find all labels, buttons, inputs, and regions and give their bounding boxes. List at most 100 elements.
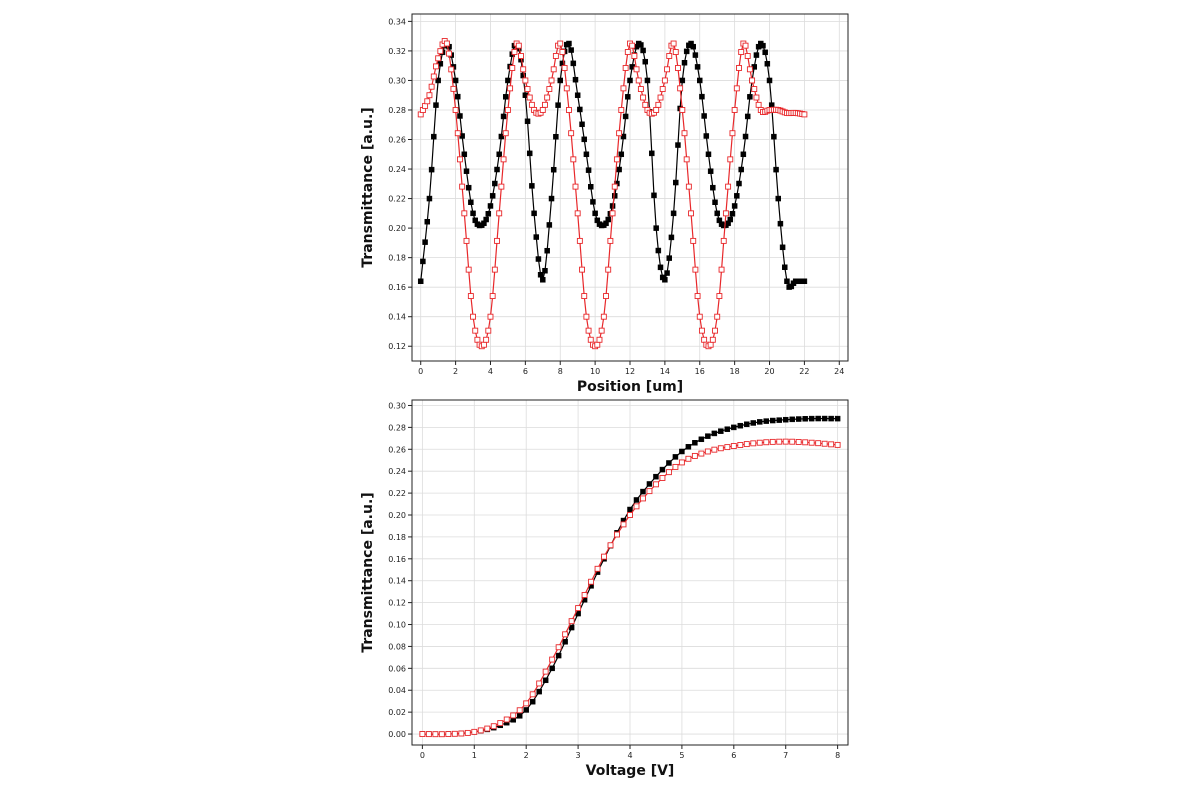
data-point-open bbox=[749, 77, 756, 84]
data-point-filled bbox=[526, 150, 533, 157]
y-tick-label: 0.22 bbox=[388, 195, 406, 204]
data-point-filled bbox=[548, 195, 555, 202]
data-point-filled bbox=[664, 270, 670, 276]
data-point-open bbox=[426, 92, 433, 99]
data-point-open bbox=[559, 49, 566, 55]
data-point-filled bbox=[540, 277, 546, 283]
data-point-filled bbox=[516, 713, 523, 719]
data-point-filled bbox=[562, 639, 568, 645]
data-point-open bbox=[698, 450, 705, 457]
y-tick-label: 0.08 bbox=[388, 642, 406, 651]
data-point-filled bbox=[574, 92, 581, 98]
data-point-open bbox=[552, 53, 559, 59]
x-tick-label: 2 bbox=[524, 751, 529, 760]
data-point-open bbox=[744, 53, 751, 59]
y-tick-label: 0.32 bbox=[388, 47, 406, 56]
data-point-open bbox=[714, 313, 721, 320]
data-point-open bbox=[576, 237, 583, 244]
y-tick-label: 0.18 bbox=[388, 533, 406, 542]
data-point-open bbox=[696, 313, 703, 320]
data-point-open bbox=[657, 94, 664, 101]
data-point-filled bbox=[705, 151, 712, 158]
data-point-filled bbox=[692, 440, 698, 446]
data-point-open bbox=[500, 156, 507, 163]
data-point-filled bbox=[694, 64, 701, 70]
data-point-open bbox=[691, 452, 698, 459]
data-point-open bbox=[562, 631, 569, 638]
data-point-filled bbox=[502, 94, 509, 100]
x-tick-label: 3 bbox=[576, 751, 581, 760]
data-point-filled bbox=[642, 58, 649, 65]
data-point-open bbox=[457, 156, 463, 163]
data-point-filled bbox=[557, 77, 563, 84]
data-point-filled bbox=[618, 151, 625, 158]
y-tick-label: 0.20 bbox=[388, 224, 406, 233]
data-point-open bbox=[751, 86, 758, 92]
data-point-filled bbox=[738, 166, 744, 173]
data-point-open bbox=[733, 85, 740, 92]
voltage-chart: 0 1 2 3 4 5 6 7 8 0.00 0.02 0.04 0.06 0.08 0.10 0.12 0.1… bbox=[360, 399, 849, 779]
data-point-open bbox=[451, 730, 458, 737]
data-point-open bbox=[730, 443, 737, 449]
data-point-open bbox=[666, 53, 673, 59]
data-point-open bbox=[561, 65, 568, 71]
data-point-filled bbox=[705, 433, 711, 439]
data-point-open bbox=[681, 130, 688, 137]
data-point-open bbox=[544, 94, 551, 101]
data-point-open bbox=[528, 101, 535, 108]
data-point-filled bbox=[779, 244, 786, 251]
data-point-filled bbox=[463, 168, 470, 174]
data-point-filled bbox=[498, 133, 505, 140]
data-point-filled bbox=[653, 225, 659, 231]
data-point-open bbox=[672, 49, 679, 55]
x-tick-label: 12 bbox=[625, 367, 635, 376]
data-point-filled bbox=[771, 133, 777, 140]
data-point-open bbox=[594, 565, 601, 572]
y-tick-label: 0.10 bbox=[388, 621, 406, 630]
data-point-open bbox=[511, 49, 518, 55]
data-point-open bbox=[808, 439, 815, 446]
position-chart: 0 2 4 6 8 10 12 14 16 18 20 22 240.120.140.160.180.2… bbox=[360, 13, 849, 395]
data-point-open bbox=[725, 183, 732, 190]
data-point-open bbox=[678, 459, 685, 466]
data-point-open bbox=[502, 130, 509, 137]
data-point-open bbox=[419, 731, 426, 737]
y-tick-label: 0.30 bbox=[388, 76, 406, 85]
x-tick-label: 24 bbox=[834, 367, 844, 376]
data-point-open bbox=[737, 442, 744, 448]
data-point-open bbox=[448, 66, 455, 73]
data-point-open bbox=[611, 183, 618, 190]
data-point-filled bbox=[775, 195, 781, 202]
y-tick-label: 0.00 bbox=[388, 730, 406, 739]
data-point-open bbox=[742, 42, 749, 49]
data-point-open bbox=[620, 521, 627, 528]
data-point-open bbox=[600, 313, 607, 320]
data-point-open bbox=[622, 65, 629, 71]
data-point-filled bbox=[657, 264, 664, 271]
data-point-open bbox=[620, 85, 627, 92]
y-tick-label: 0.16 bbox=[388, 283, 406, 292]
data-point-filled bbox=[542, 677, 549, 684]
y-tick-label: 0.30 bbox=[388, 401, 406, 410]
y-tick-label: 0.28 bbox=[388, 106, 406, 115]
data-point-filled bbox=[762, 49, 768, 56]
data-point-open bbox=[539, 107, 546, 113]
data-point-open bbox=[646, 488, 653, 495]
data-point-filled bbox=[718, 428, 724, 434]
data-point-filled bbox=[417, 278, 424, 285]
data-point-open bbox=[548, 77, 555, 84]
data-point-filled bbox=[683, 48, 690, 55]
data-point-open bbox=[795, 439, 802, 445]
data-point-open bbox=[607, 542, 614, 549]
data-point-open bbox=[609, 210, 616, 217]
data-point-filled bbox=[568, 47, 574, 53]
data-point-open bbox=[470, 313, 476, 320]
data-point-open bbox=[566, 107, 572, 113]
data-point-open bbox=[603, 293, 609, 299]
data-point-open bbox=[815, 440, 822, 447]
y-tick-label: 0.14 bbox=[388, 577, 406, 586]
data-point-open bbox=[484, 725, 491, 732]
data-point-filled bbox=[714, 210, 720, 217]
data-point-filled bbox=[588, 184, 594, 190]
data-point-open bbox=[568, 618, 575, 625]
